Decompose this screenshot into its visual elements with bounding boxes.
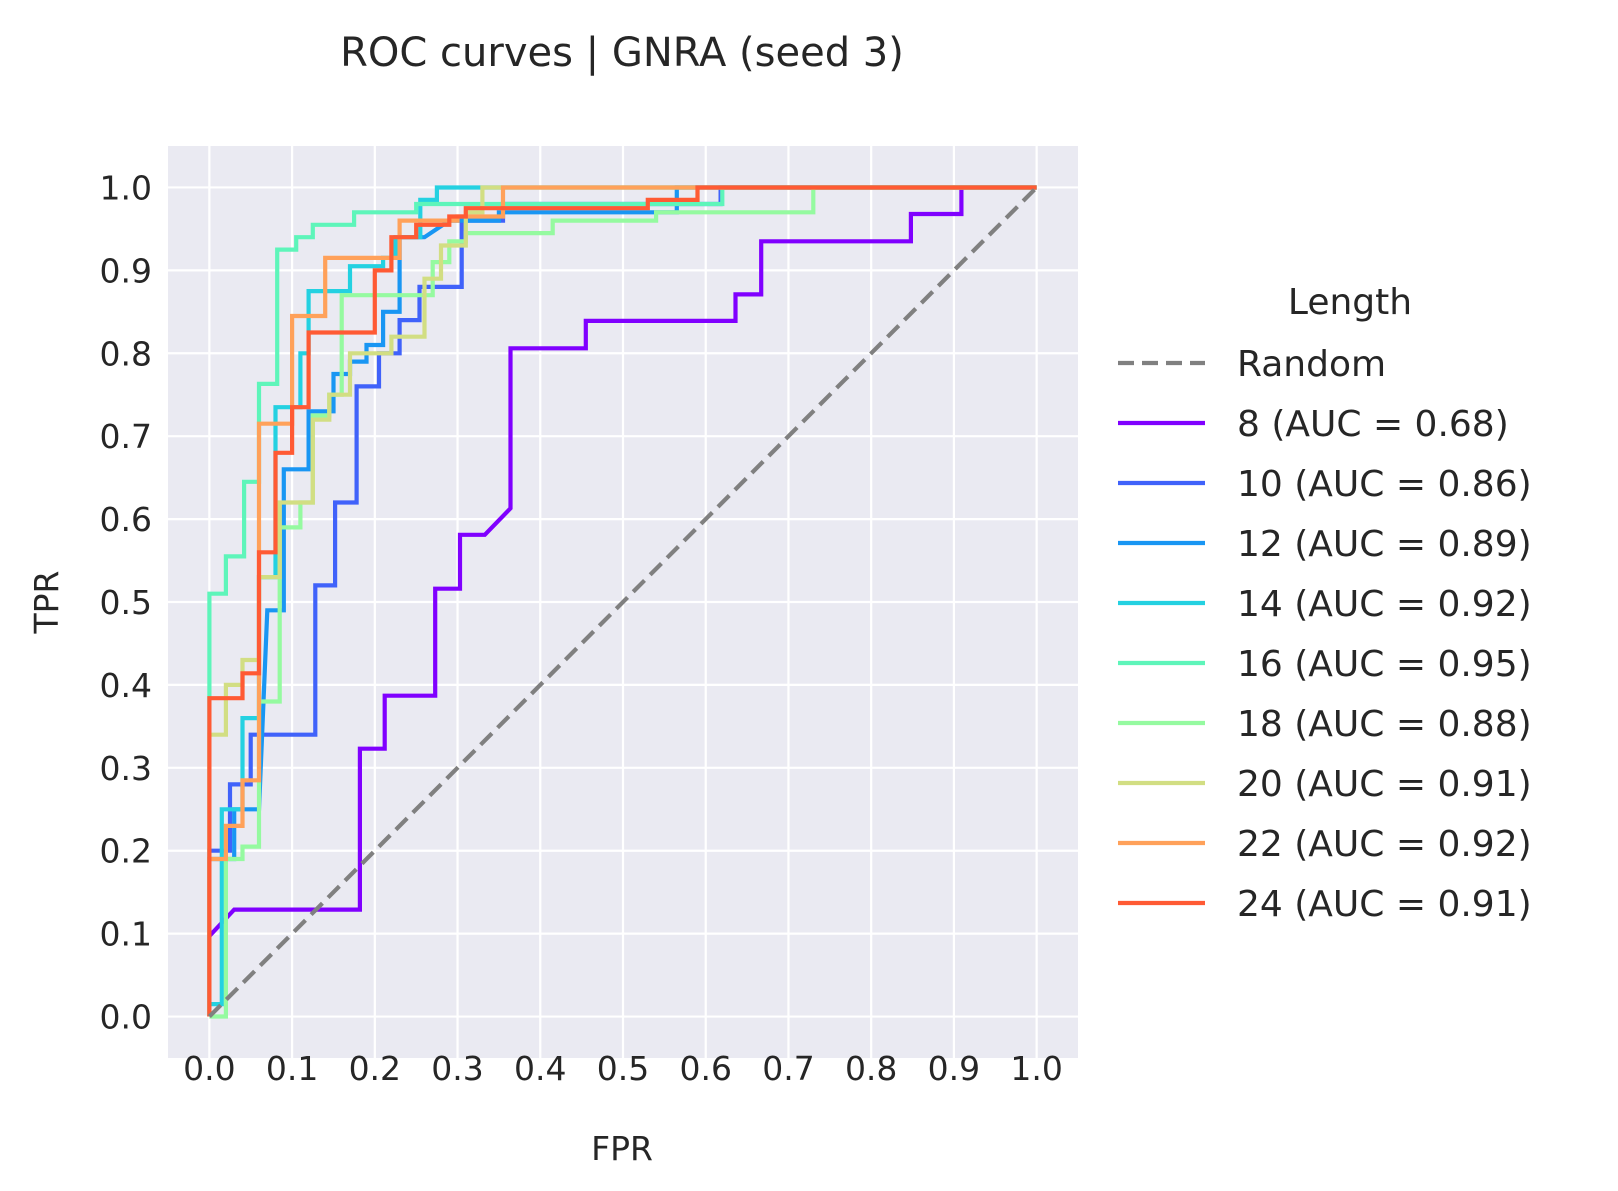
x-tick-label: 0.8	[845, 1049, 897, 1088]
y-tick-label: 0.0	[100, 998, 152, 1037]
y-tick-label: 0.7	[100, 417, 152, 456]
series-layer	[207, 185, 1039, 1019]
x-tick-label: 0.3	[431, 1049, 483, 1088]
legend: Length Random 8 (AUC = 0.68) 10 (AUC = 0.8…	[1118, 282, 1532, 925]
x-tick-label: 0.6	[679, 1049, 731, 1088]
gridlines	[168, 146, 1078, 1058]
legend-entry: 12 (AUC = 0.89)	[1237, 524, 1532, 565]
x-tick-label: 0.1	[266, 1049, 318, 1088]
x-tick-label: 0.0	[183, 1049, 235, 1088]
y-tick-label: 0.8	[100, 334, 152, 373]
y-tick-label: 0.1	[100, 915, 152, 954]
series-line	[207, 185, 1037, 1017]
y-axis-label: TPR	[27, 571, 66, 635]
legend-entry: 24 (AUC = 0.91)	[1237, 884, 1532, 925]
series-line	[207, 185, 1037, 1017]
y-tick-label: 0.4	[100, 666, 152, 705]
legend-entry: 8 (AUC = 0.68)	[1237, 404, 1509, 445]
x-tick-labels: 0.0 0.1 0.2 0.3 0.4 0.5 0.6 0.7 0.8 0.9 1.0	[183, 1049, 1063, 1088]
legend-entry: 10 (AUC = 0.86)	[1237, 464, 1532, 505]
x-tick-label: 0.5	[597, 1049, 649, 1088]
x-tick-label: 0.4	[514, 1049, 566, 1088]
chart-title: ROC curves | GNRA (seed 3)	[340, 30, 904, 76]
legend-entry: Random	[1237, 344, 1386, 385]
series-line	[207, 185, 1037, 1017]
series-line	[207, 185, 1037, 1017]
y-tick-label: 0.6	[100, 500, 152, 539]
legend-entry: 22 (AUC = 0.92)	[1237, 824, 1532, 865]
y-tick-label: 0.9	[100, 251, 152, 290]
x-tick-label: 0.7	[762, 1049, 814, 1088]
series-line	[207, 185, 1037, 1017]
y-tick-label: 0.5	[100, 583, 152, 622]
y-tick-label: 0.3	[100, 749, 152, 788]
y-tick-label: 1.0	[100, 168, 152, 207]
legend-title: Length	[1288, 282, 1412, 323]
legend-entry: 18 (AUC = 0.88)	[1237, 704, 1532, 745]
series-line	[207, 186, 1039, 1018]
x-axis-label: FPR	[591, 1129, 653, 1168]
x-tick-label: 1.0	[1010, 1049, 1062, 1088]
x-tick-label: 0.9	[928, 1049, 980, 1088]
legend-entry: 16 (AUC = 0.95)	[1237, 644, 1532, 685]
legend-entry: 14 (AUC = 0.92)	[1237, 584, 1532, 625]
y-tick-labels: 0.0 0.1 0.2 0.3 0.4 0.5 0.6 0.7 0.8 0.9 1.0	[100, 168, 152, 1036]
x-tick-label: 0.2	[349, 1049, 401, 1088]
legend-entry: 20 (AUC = 0.91)	[1237, 764, 1532, 805]
y-tick-label: 0.2	[100, 832, 152, 871]
